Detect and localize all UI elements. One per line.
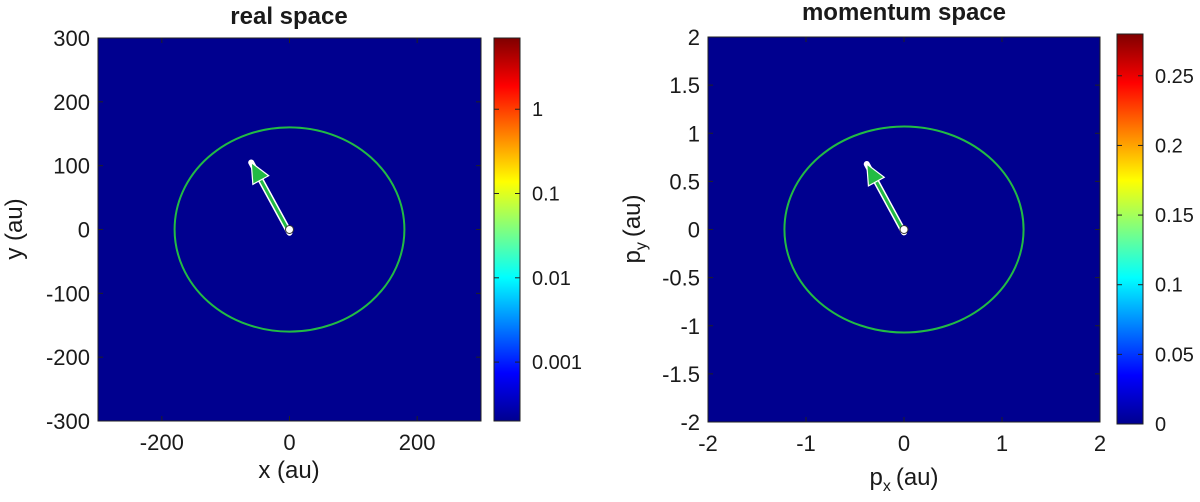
x-ticks: -200 0 200 [140,38,436,455]
overlay-layer [173,126,406,333]
x-tick-label: 2 [1094,431,1106,456]
y-axis-label: y (au) [1,198,28,259]
colorbar-tick-label: 0 [1155,414,1166,436]
x-axis-label-unit: (au) [896,464,939,491]
colorbar [493,37,521,422]
momentum-space-panel: momentum space -2 -1 0 1 2 2 1.5 1 0.5 0 -0.5 -1 -1… [619,0,1194,495]
y-axis-label: py (au) [619,194,650,263]
x-axis-label: px (au) [869,464,938,495]
x-tick-label: 1 [996,431,1008,456]
chart-title: momentum space [802,0,1006,26]
y-tick-label: -1.5 [662,362,700,387]
y-tick-label: 1.5 [669,73,700,98]
x-axis-label: x (au) [258,457,319,484]
colorbar-tick-label: 0.01 [532,268,571,290]
colorbar-tick-label: 0.001 [532,352,582,374]
real-space-panel: real space -200 0 200 300 200 100 0 -100 -200 -3… [1,3,582,484]
y-axis-label-sub: y [633,242,650,250]
y-tick-label: 0.5 [669,169,700,194]
arrow-head [866,162,886,187]
y-ticks: 2 1.5 1 0.5 0 -0.5 -1 -1.5 -2 [662,25,1100,435]
y-tick-label: 2 [688,25,700,50]
colorbar-ticks: 0.25 0.2 0.15 0.1 0.05 0 [1117,66,1194,436]
y-axis-label-unit: (au) [619,194,646,237]
y-tick-label: -0.5 [662,266,700,291]
arrow-head [250,161,270,186]
contour-circle [783,125,1025,334]
y-tick-label: -2 [680,410,700,435]
contour-circle [173,126,406,333]
y-tick-label: -1 [680,314,700,339]
x-tick-label: 200 [399,430,436,455]
colorbar-tick-label: 1 [532,99,543,121]
y-tick-label: 1 [688,121,700,146]
colorbar-tick-label: 0.1 [532,184,560,206]
y-tick-label: 200 [53,90,90,115]
x-tick-label: -1 [796,431,816,456]
x-tick-label: -200 [140,430,184,455]
origin-marker [899,225,909,234]
y-axis-label-base: p [619,250,646,263]
arrow-shaft [259,179,291,234]
colorbar-tick-label: 0.15 [1155,205,1194,227]
colorbar-tick-label: 0.1 [1155,275,1183,297]
y-tick-label: 100 [53,154,90,179]
origin-marker [285,225,294,234]
x-axis-label-sub: x [883,478,891,495]
y-tick-label: 0 [688,218,700,243]
y-tick-label: -100 [46,281,90,306]
x-tick-label: 0 [898,431,910,456]
colorbar-tick-label: 0.05 [1155,344,1194,366]
colorbar-tick-label: 0.2 [1155,135,1183,157]
x-axis-label-base: p [869,464,882,491]
colorbar [1116,33,1144,425]
y-tick-label: 300 [53,26,90,51]
y-ticks: 300 200 100 0 -100 -200 -300 [46,26,481,434]
x-tick-label: 0 [283,430,295,455]
x-ticks: -2 -1 0 1 2 [698,37,1106,456]
arrow-shaft [875,180,906,234]
overlay-layer [783,125,1025,334]
colorbar-tick-label: 0.25 [1155,66,1194,88]
y-tick-label: 0 [78,218,90,243]
x-tick-label: -2 [698,431,718,456]
y-tick-label: -200 [46,345,90,370]
colorbar-ticks: 1 0.1 0.01 0.001 [494,99,582,374]
chart-title: real space [230,3,347,30]
y-tick-label: -300 [46,409,90,434]
